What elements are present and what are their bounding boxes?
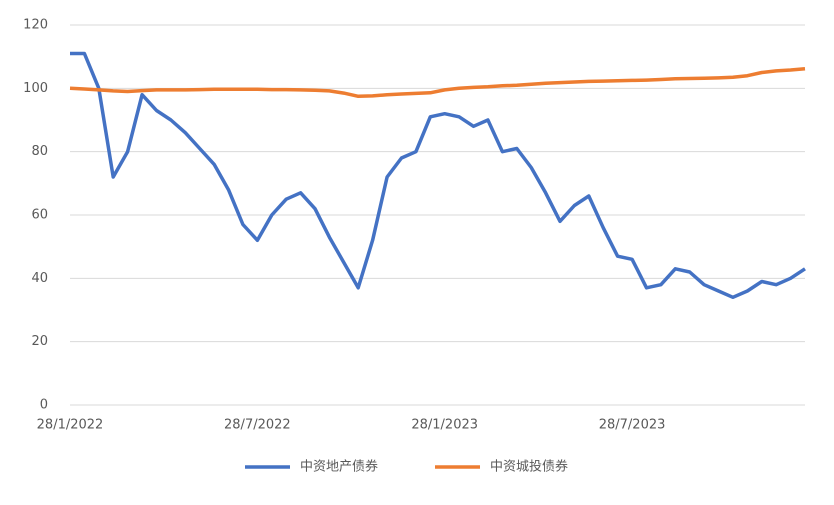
line-series xyxy=(69,66,806,99)
y-tick-label: 100 xyxy=(23,81,48,96)
y-tick-label: 120 xyxy=(23,18,48,33)
legend-label: 中资城投债券 xyxy=(490,459,568,475)
y-tick-label: 40 xyxy=(31,271,48,286)
x-tick-label: 28/7/2022 xyxy=(224,418,291,433)
y-tick-label: 0 xyxy=(40,398,48,413)
y-tick-label: 60 xyxy=(31,208,48,223)
y-tick-label: 20 xyxy=(31,334,48,349)
line-series xyxy=(70,51,806,300)
x-tick-label: 28/1/2023 xyxy=(411,418,478,433)
y-tick-label: 80 xyxy=(31,144,48,159)
legend-label: 中资地产债券 xyxy=(300,459,378,475)
x-tick-label: 28/7/2023 xyxy=(599,418,666,433)
x-tick-label: 28/1/2022 xyxy=(37,418,104,433)
